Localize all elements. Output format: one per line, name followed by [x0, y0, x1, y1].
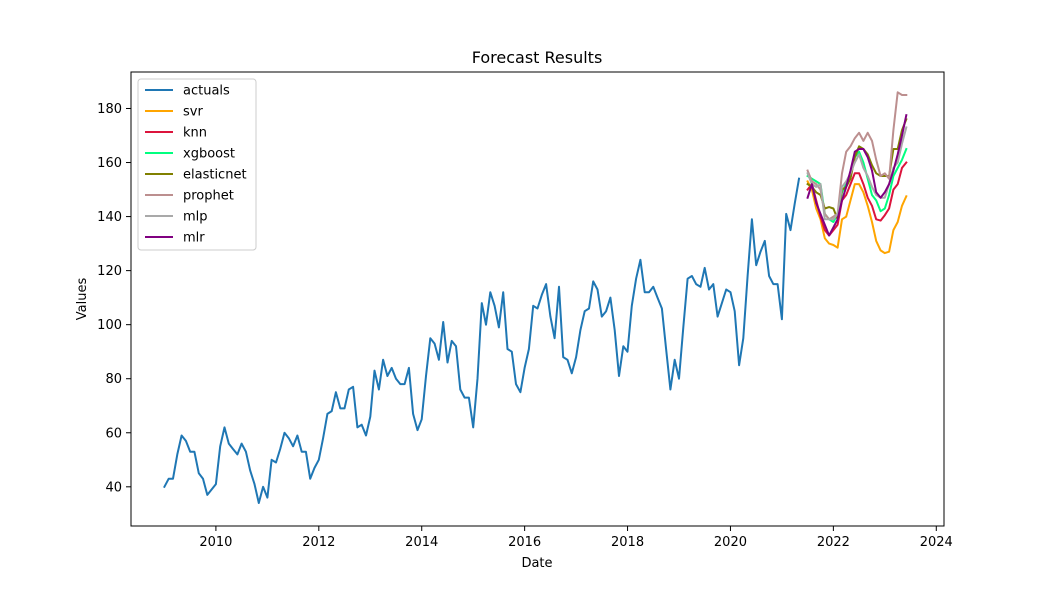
y-tick-label: 140 — [97, 210, 122, 225]
series-lines — [163, 91, 908, 504]
x-tick-label: 2012 — [302, 535, 335, 550]
y-tick-label: 180 — [97, 102, 122, 117]
legend-box — [137, 78, 257, 251]
series-line-knn — [806, 161, 908, 237]
chart-title: Forecast Results — [472, 48, 603, 67]
x-tick-label: 2010 — [199, 535, 232, 550]
y-axis: 40 60 80 100 120 140 160 180 — [97, 102, 131, 495]
legend: actuals svr knn xgboost elasticnet prophet mlp… — [137, 78, 257, 251]
y-tick-label: 40 — [105, 480, 122, 495]
legend-label-prophet: prophet — [183, 189, 234, 204]
x-tick-label: 2016 — [508, 535, 541, 550]
y-axis-label: Values — [75, 278, 90, 321]
x-axis-label: Date — [521, 556, 552, 571]
y-tick-label: 120 — [97, 264, 122, 279]
legend-label-mlp: mlp — [183, 210, 208, 225]
y-tick-label: 80 — [105, 372, 122, 387]
x-tick-label: 2022 — [817, 535, 850, 550]
plot-area — [130, 71, 945, 527]
legend-items: actuals svr knn xgboost elasticnet prophet mlp… — [145, 84, 247, 246]
legend-label-xgboost: xgboost — [183, 147, 235, 162]
legend-label-actuals: actuals — [183, 84, 230, 99]
x-tick-label: 2024 — [920, 535, 953, 550]
y-tick-label: 160 — [97, 156, 122, 171]
x-axis: 2010 2012 2014 2016 2018 2020 2022 2024 — [199, 526, 953, 550]
legend-label-mlr: mlr — [183, 231, 205, 246]
legend-label-svr: svr — [183, 105, 203, 120]
y-tick-label: 100 — [97, 318, 122, 333]
x-tick-label: 2018 — [611, 535, 644, 550]
x-tick-label: 2014 — [405, 535, 438, 550]
legend-label-knn: knn — [183, 126, 207, 141]
x-tick-label: 2020 — [714, 535, 747, 550]
legend-label-elasticnet: elasticnet — [183, 168, 247, 183]
series-line-actuals — [163, 177, 801, 504]
axes-frame — [130, 71, 945, 527]
series-line-svr — [806, 180, 908, 255]
y-tick-label: 60 — [105, 426, 122, 441]
series-line-mlr — [806, 114, 908, 237]
